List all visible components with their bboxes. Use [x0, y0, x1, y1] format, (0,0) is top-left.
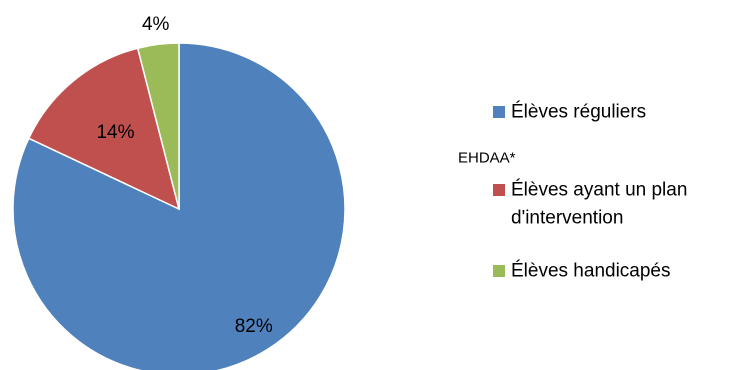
pie-slice-label-2: 4% — [142, 14, 170, 35]
legend-label-0-line-0: Élèves réguliers — [511, 102, 646, 123]
pie-slice-labels: 82% 14% 4% — [96, 14, 272, 337]
legend-swatch-3 — [493, 265, 505, 277]
legend: Élèves réguliers EHDAA* Élèves ayant un pl… — [458, 102, 687, 282]
legend-swatch-0 — [493, 106, 505, 118]
pie-slice-2 — [136, 42, 180, 210]
pie-slice-label-1: 14% — [96, 122, 134, 143]
pie-slice-0 — [12, 42, 346, 370]
legend-label-3-line-0: Élèves handicapés — [511, 261, 671, 282]
legend-label-2-line-0: Élèves ayant un plan — [511, 180, 687, 201]
legend-group-heading: EHDAA* — [458, 150, 516, 167]
legend-label-2-line-1: d'intervention — [511, 208, 623, 229]
pie-slice-label-0: 82% — [235, 316, 273, 337]
legend-swatch-2 — [493, 184, 505, 196]
pie-slice-1 — [27, 47, 181, 211]
pie-slices — [12, 42, 346, 370]
